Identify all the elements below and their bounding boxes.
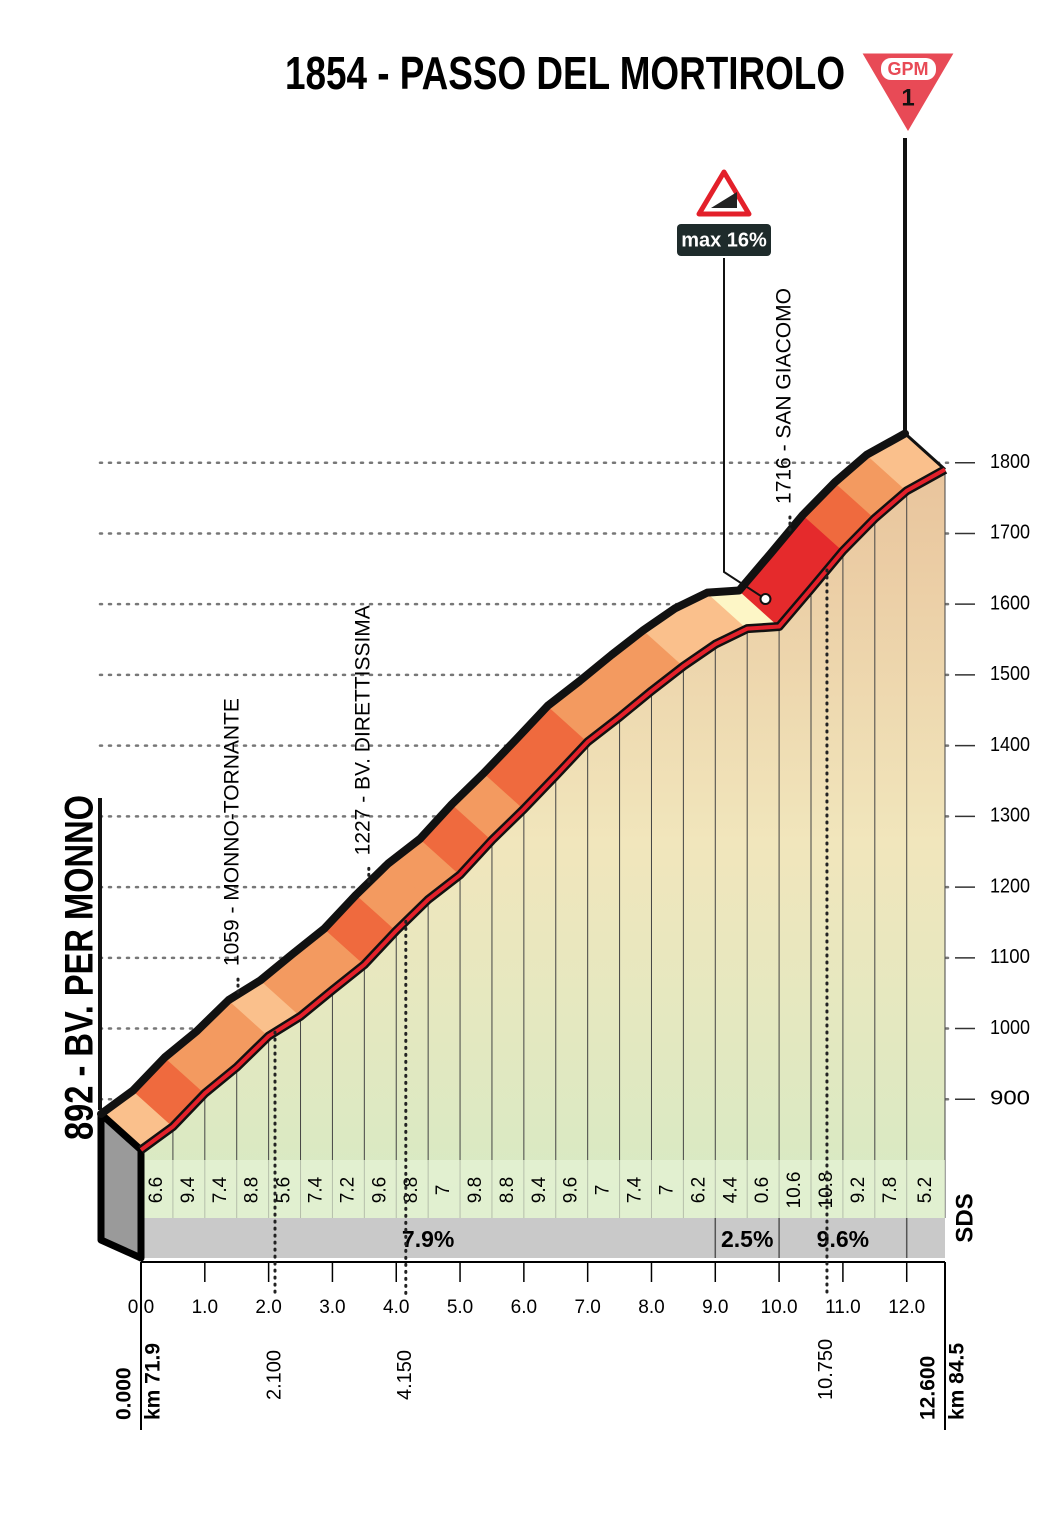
- plot: 900 1000 1100 1200 1300 1400 1500 1600 1700 1800 6…: [58, 50, 1030, 1430]
- y-tick-label: 1700: [990, 522, 1030, 544]
- gpm-label: GPM: [887, 59, 928, 79]
- gradient-label: 7: [656, 1185, 677, 1196]
- gradient-label: 6.2: [688, 1177, 709, 1203]
- max-box: [677, 224, 771, 256]
- waypoint-label: 1227 - BV. DIRETTISSIMA: [351, 605, 374, 855]
- gradient-label: 9.2: [848, 1177, 869, 1203]
- x-tick-label: 12.0: [888, 1297, 925, 1318]
- y-tick-label: 900: [990, 1088, 1030, 1110]
- y-tick-label: 1400: [990, 734, 1030, 756]
- gradient-label: 0.6: [752, 1177, 773, 1203]
- max-leader: [723, 258, 767, 600]
- gradient-label: 9.4: [178, 1176, 199, 1203]
- x-tick-label: 3.0: [319, 1297, 345, 1318]
- average-label: 9.6%: [817, 1226, 869, 1252]
- gradient-label: 4.4: [720, 1176, 741, 1203]
- gradient-label: 7.2: [337, 1177, 358, 1203]
- end-km: 12.600: [917, 1356, 940, 1420]
- y-tick-label: 1200: [990, 875, 1030, 897]
- end-race-km: km 84.5: [946, 1343, 969, 1420]
- x-tick-label: 2.0: [255, 1297, 281, 1318]
- x-tick-label: 11.0: [825, 1297, 861, 1318]
- x-tick-label: 8.0: [638, 1297, 664, 1318]
- gradient-label: 10.8: [816, 1172, 837, 1209]
- gradient-label: 5.6: [274, 1177, 295, 1203]
- x-tick-label: 4.0: [383, 1297, 409, 1318]
- y-tick-label: 1100: [990, 946, 1030, 968]
- max-point: [759, 593, 772, 606]
- waypoint-km: 4.150: [394, 1350, 416, 1400]
- max-label: max 16%: [681, 229, 767, 251]
- x-tick-label: 7.0: [574, 1297, 600, 1318]
- average-label: 7.9%: [402, 1226, 454, 1252]
- gpm-category: 1: [901, 84, 914, 111]
- y-tick-label: 1500: [990, 663, 1030, 685]
- gradient-label: 10.6: [784, 1172, 805, 1209]
- waypoint-km: 2.100: [263, 1350, 285, 1400]
- profile-area: [141, 469, 945, 1218]
- average-label: 2.5%: [721, 1226, 773, 1252]
- profile-back: [97, 429, 909, 1118]
- gradient-label: 7.4: [210, 1176, 231, 1203]
- y-tick-label: 1300: [990, 805, 1030, 827]
- gradient-label: 7.4: [305, 1176, 326, 1203]
- gradient-label: 7.4: [625, 1176, 646, 1203]
- x-tick-label: 10.0: [761, 1297, 798, 1318]
- y-tick-label: 1800: [990, 451, 1030, 473]
- end-race-km: km 71.9: [142, 1343, 165, 1420]
- gradient-label: 8.8: [497, 1177, 518, 1203]
- x-tick-label: 9.0: [702, 1297, 728, 1318]
- x-tick-label: 1.0: [192, 1297, 218, 1318]
- y-tick-label: 1000: [990, 1017, 1030, 1039]
- start-label: 892 - BV. PER MONNO: [58, 795, 102, 1140]
- gpm-box: [881, 58, 936, 80]
- gradient-label: 7: [593, 1185, 614, 1196]
- gradient-label: 7.8: [880, 1177, 901, 1203]
- gradient-label: 6.6: [146, 1177, 167, 1203]
- side-face: [97, 1110, 145, 1262]
- gradient-label: 7: [433, 1185, 454, 1196]
- waypoint-label: 1059 - MONNO-TORNANTE: [221, 698, 244, 966]
- waypoint-km: 10.750: [815, 1339, 837, 1400]
- sponsor: SDS: [951, 1193, 978, 1242]
- end-km: 0.000: [113, 1367, 136, 1420]
- waypoint-label: 1716 - SAN GIACOMO: [772, 288, 795, 504]
- gradient-label: 8.8: [242, 1177, 263, 1203]
- chart-title: 1854 - PASSO DEL MORTIROLO: [285, 47, 845, 99]
- x-tick-label: 6.0: [511, 1297, 537, 1318]
- y-tick-label: 1600: [990, 592, 1030, 614]
- gradient-label: 5.2: [915, 1177, 936, 1203]
- gradient-label: 9.6: [369, 1177, 390, 1203]
- warning-icon: [711, 192, 737, 208]
- gradient-label: 9.8: [465, 1177, 486, 1203]
- gradient-label: 9.6: [561, 1177, 582, 1203]
- gradient-label: 9.4: [529, 1176, 550, 1203]
- end-edge: [903, 432, 947, 471]
- x-tick-label: 5.0: [447, 1297, 473, 1318]
